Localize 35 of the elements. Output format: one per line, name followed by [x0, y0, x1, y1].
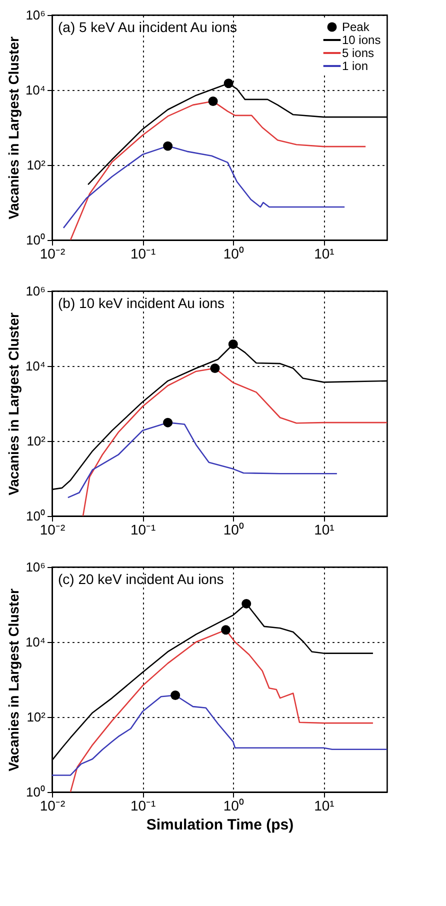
y-axis-title: Vacanies in Largest Cluster	[5, 36, 22, 220]
chart-title: (c) 20 keV incident Au ions	[58, 571, 224, 587]
y-tick-label: 10²	[26, 158, 46, 172]
y-axis-title: Vacanies in Largest Cluster	[5, 588, 22, 772]
y-tick-label: 10⁴	[25, 634, 46, 650]
x-tick-label: 10⁻¹	[130, 246, 156, 262]
x-tick-label: 10⁻²	[40, 522, 66, 538]
chart-title: (a) 5 keV Au incident Au ions	[58, 19, 237, 35]
x-tick-label: 10¹	[314, 246, 335, 262]
y-tick-label: 10⁶	[26, 284, 46, 298]
x-tick-label: 10⁻²	[40, 798, 66, 814]
x-tick-label: 10⁻¹	[130, 798, 156, 814]
x-tick-label: 10⁰	[223, 798, 244, 814]
y-axis-title: Vacanies in Largest Cluster	[5, 312, 22, 496]
y-tick-label: 10⁰	[26, 784, 46, 800]
y-tick-label: 10²	[26, 710, 46, 724]
y-tick-label: 10⁴	[25, 82, 46, 98]
x-tick-label: 10⁻¹	[130, 522, 156, 538]
x-tick-label: 10¹	[314, 798, 335, 814]
x-tick-label: 10⁰	[223, 522, 244, 538]
x-axis-title: Simulation Time (ps)	[146, 816, 294, 834]
y-tick-label: 10⁴	[25, 358, 46, 374]
y-tick-label: 10⁰	[26, 508, 46, 524]
y-tick-label: 10⁰	[26, 232, 46, 248]
y-tick-label: 10²	[26, 434, 46, 448]
legend-label: 1 ion	[342, 59, 368, 73]
x-tick-label: 10⁻²	[40, 246, 66, 262]
chart-title: (b) 10 keV incident Au ions	[58, 295, 225, 311]
x-tick-label: 10¹	[314, 522, 335, 538]
y-tick-label: 10⁶	[26, 560, 46, 574]
legend-label: 10 ions	[342, 33, 381, 47]
legend-label: 5 ions	[342, 46, 374, 60]
legend-label: Peak	[342, 20, 370, 34]
y-tick-label: 10⁶	[26, 8, 46, 22]
x-tick-label: 10⁰	[223, 246, 244, 262]
